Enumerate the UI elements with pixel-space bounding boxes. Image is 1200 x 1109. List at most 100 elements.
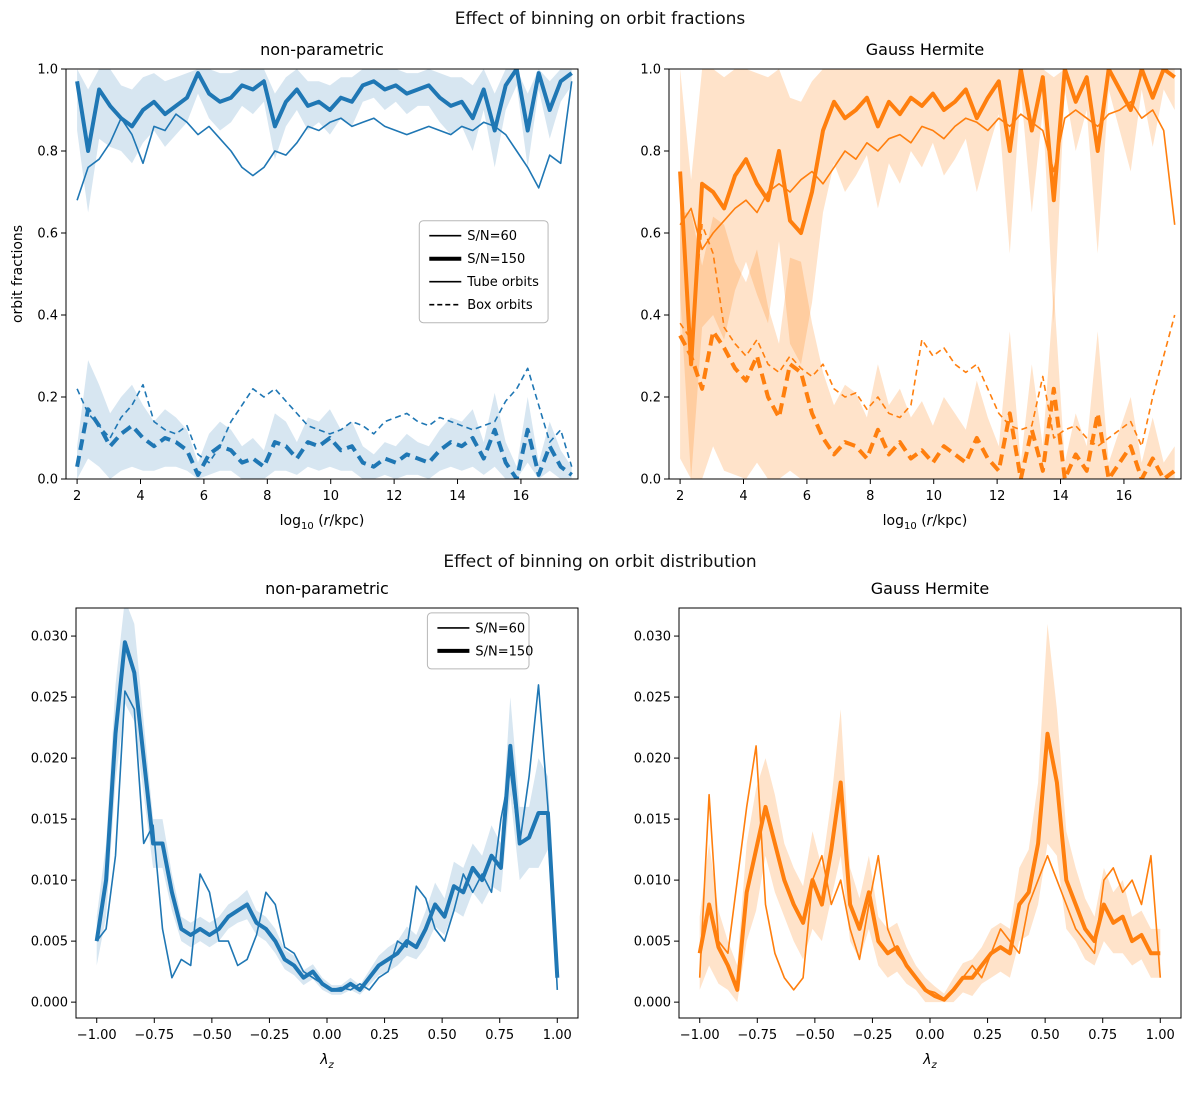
x-tick-label: 0.00 [313, 1028, 342, 1043]
box-sn150-line [678, 329, 1176, 479]
x-tick-label: −0.50 [192, 1028, 232, 1043]
y-tick-label: 0.015 [31, 813, 68, 828]
x-tick-label: 0.50 [1031, 1028, 1060, 1043]
x-tick-label: 0.25 [370, 1028, 399, 1043]
plot-area [678, 69, 1176, 479]
x-tick-label: 2 [676, 489, 684, 504]
y-tick-label: 0.025 [31, 691, 68, 706]
legend-box [426, 612, 530, 670]
y-tick-label: 0.000 [634, 996, 671, 1011]
y-tick-label: 0.8 [37, 145, 58, 160]
box-sn60-line [76, 367, 573, 467]
x-tick-label: 4 [136, 489, 144, 504]
x-axis-label: log10 (r/kpc) [883, 513, 968, 532]
x-tick-label: 8 [263, 489, 271, 504]
box-sn150-band [680, 212, 1175, 479]
x-tick-label: −0.75 [737, 1028, 777, 1043]
x-tick-label: 10 [322, 489, 339, 504]
legend-label: Box orbits [467, 298, 533, 313]
tube-sn60-line [76, 81, 573, 201]
x-tick-label: −0.25 [250, 1028, 290, 1043]
box-sn150-band [77, 360, 572, 479]
legend-box [418, 220, 549, 324]
tube-sn150-band [77, 69, 572, 213]
x-tick-label: −1.00 [77, 1028, 117, 1043]
x-tick-label: 0.75 [485, 1028, 514, 1043]
x-axis-label: λz [319, 1052, 334, 1071]
panel-title: non-parametric [260, 40, 384, 59]
y-tick-label: 0.020 [634, 752, 671, 767]
x-tick-label: 0.00 [916, 1028, 945, 1043]
y-tick-label: 0.005 [634, 935, 671, 950]
y-tick-label: 0.4 [640, 309, 661, 324]
panel-title: Gauss Hermite [871, 579, 989, 598]
axes-frame [668, 68, 1182, 480]
tube-sn150-line [75, 69, 573, 153]
y-tick-label: 0.010 [31, 874, 68, 889]
panel-title: non-parametric [265, 579, 389, 598]
legend-label: S/N=60 [475, 621, 525, 636]
plot-area [697, 623, 1162, 1003]
y-tick-label: 0.025 [634, 691, 671, 706]
x-tick-label: 4 [739, 489, 747, 504]
y-tick-label: 0.2 [640, 391, 661, 406]
x-tick-label: −0.75 [134, 1028, 174, 1043]
x-tick-label: 1.00 [1146, 1028, 1175, 1043]
panel-title: Gauss Hermite [866, 40, 984, 59]
y-tick-label: 0.030 [634, 630, 671, 645]
fractions-row: 2 4 6 8 10 12 14 16 0.0 0.2 0.4 0.6 0.8 1.0 log10 (r/k… [0, 31, 1200, 543]
figure-canvas: Effect of binning on orbit fractions 2 4 6… [0, 9, 1200, 1071]
y-tick-label: 0.0 [37, 473, 58, 488]
y-tick-label: 0.8 [640, 145, 661, 160]
x-axis-label: λz [922, 1052, 937, 1071]
x-tick-label: 8 [866, 489, 874, 504]
tube-sn150-line [678, 69, 1176, 367]
x-tick-label: −1.00 [680, 1028, 720, 1043]
y-tick-label: 0.4 [37, 309, 58, 324]
y-tick-label: 1.0 [640, 63, 661, 78]
y-tick-label: 0.030 [31, 630, 68, 645]
legend-label: S/N=150 [475, 644, 533, 659]
dist-sn150-line [697, 731, 1161, 1002]
x-tick-label: 0.50 [428, 1028, 457, 1043]
x-tick-label: 14 [449, 489, 466, 504]
x-tick-label: 16 [1116, 489, 1133, 504]
dist-sn150-line [94, 640, 560, 992]
plot-area [94, 608, 560, 995]
legend-label: S/N=60 [467, 229, 517, 244]
x-tick-label: 12 [386, 489, 403, 504]
box-sn150-line [75, 407, 573, 479]
x-tick-label: 0.25 [973, 1028, 1002, 1043]
x-tick-label: 14 [1052, 489, 1069, 504]
y-tick-label: 0.020 [31, 752, 68, 767]
chart-distribution-nonparametric: −1.00 −0.75 −0.50 −0.25 0.00 0.25 0.50 0.75 1.00… [31, 579, 579, 1071]
figure-title-fractions: Effect of binning on orbit fractions [454, 9, 746, 29]
axes-frame [65, 68, 579, 480]
x-tick-label: 10 [925, 489, 942, 504]
chart-fractions-gauss-hermite: 2 4 6 8 10 12 14 16 0.0 0.2 0.4 0.6 0.8 1.0 log10 (r/k… [640, 40, 1182, 532]
chart-fractions-nonparametric: 2 4 6 8 10 12 14 16 0.0 0.2 0.4 0.6 0.8 1.0 log10 (r/k… [10, 40, 579, 532]
x-tick-label: 16 [513, 489, 530, 504]
x-tick-label: 2 [73, 489, 81, 504]
y-tick-label: 0.6 [37, 227, 58, 242]
legend-label: Tube orbits [466, 275, 539, 290]
plot-area [75, 69, 573, 479]
x-tick-label: 1.00 [543, 1028, 572, 1043]
dist-sn150-band [96, 608, 558, 995]
x-tick-label: −0.25 [853, 1028, 893, 1043]
y-tick-label: 0.2 [37, 391, 58, 406]
legend-label: S/N=150 [467, 252, 525, 267]
y-tick-label: 0.015 [634, 813, 671, 828]
x-tick-label: 6 [803, 489, 811, 504]
figure-title-distribution: Effect of binning on orbit distribution [443, 552, 757, 572]
y-tick-label: 0.000 [31, 996, 68, 1011]
y-tick-label: 1.0 [37, 63, 58, 78]
y-tick-label: 0.010 [634, 874, 671, 889]
chart-distribution-gauss-hermite: −1.00 −0.75 −0.50 −0.25 0.00 0.25 0.50 0.75 1.00… [634, 579, 1182, 1071]
x-tick-label: 0.75 [1088, 1028, 1117, 1043]
y-tick-label: 0.005 [31, 935, 68, 950]
x-tick-label: 12 [989, 489, 1006, 504]
y-tick-label: 0.0 [640, 473, 661, 488]
x-tick-label: −0.50 [795, 1028, 835, 1043]
x-axis-label: log10 (r/kpc) [280, 513, 365, 532]
